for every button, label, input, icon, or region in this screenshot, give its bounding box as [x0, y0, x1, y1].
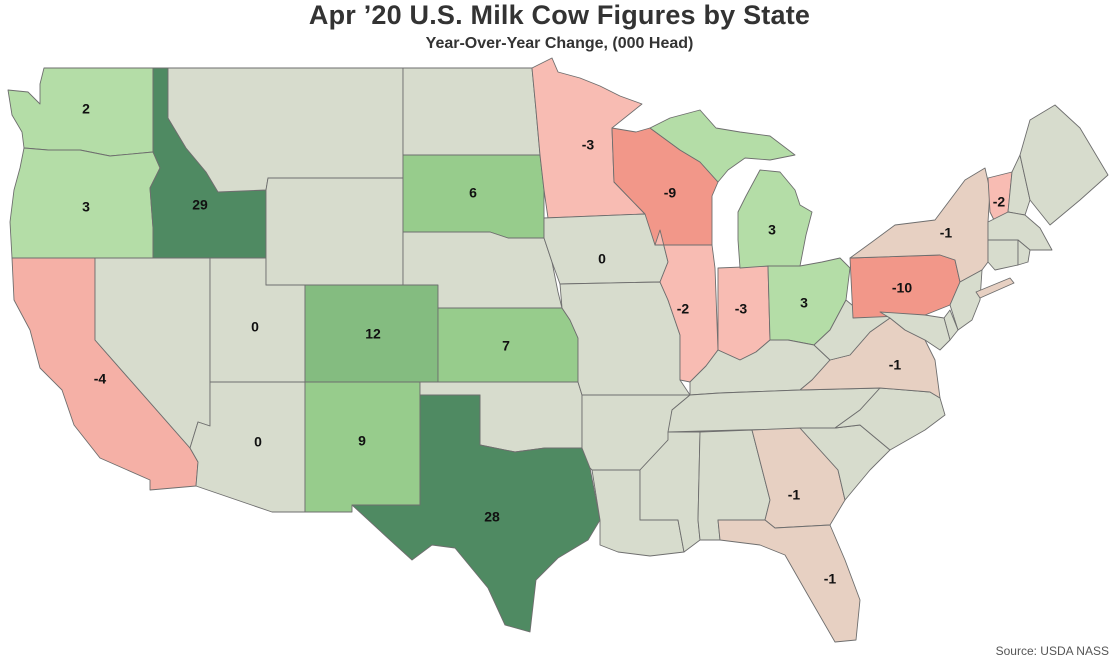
state-MD[interactable]	[879, 311, 951, 351]
label-FL: -1	[824, 571, 837, 587]
label-IA: 0	[598, 251, 606, 267]
label-WA: 2	[82, 101, 90, 117]
label-CA: -4	[94, 371, 107, 387]
state-value-labels: 2 3 -4 29 0 0 12 9 6 7 28 -3 0 -9 -2 -3 …	[82, 101, 1005, 587]
label-IL: -2	[677, 301, 690, 317]
state-FL[interactable]	[717, 519, 861, 643]
label-VT: -2	[993, 194, 1006, 210]
map-title: Apr ’20 U.S. Milk Cow Figures by State	[308, 0, 811, 30]
source-note: Source: USDA NASS	[995, 644, 1109, 658]
state-WY[interactable]	[265, 177, 404, 286]
state-MI-UP[interactable]	[649, 109, 796, 183]
map-subtitle: Year-Over-Year Change, (000 Head)	[425, 35, 694, 52]
label-OR: 3	[82, 199, 90, 215]
label-ID: 29	[192, 197, 208, 213]
state-RI[interactable]	[1017, 239, 1031, 266]
state-NE[interactable]	[402, 231, 563, 309]
label-NM: 9	[358, 433, 366, 449]
long-island-shape	[975, 277, 1015, 299]
label-UT: 0	[251, 319, 259, 335]
label-MN: -3	[582, 137, 595, 153]
state-WA[interactable]	[7, 67, 154, 157]
label-WI: -9	[664, 185, 677, 201]
state-TX[interactable]	[351, 394, 601, 633]
label-NY: -1	[940, 225, 953, 241]
label-PA: -10	[892, 280, 912, 296]
label-CO: 12	[365, 326, 381, 342]
label-TX: 28	[484, 509, 500, 525]
state-CT[interactable]	[987, 239, 1019, 271]
label-SD: 6	[469, 185, 477, 201]
state-NH[interactable]	[1007, 154, 1031, 216]
label-GA: -1	[788, 487, 801, 503]
state-IL[interactable]	[654, 229, 719, 383]
state-NJ[interactable]	[949, 269, 983, 331]
label-AZ: 0	[254, 434, 262, 450]
state-NC[interactable]	[834, 387, 946, 451]
label-OH: 3	[800, 295, 808, 311]
state-ND[interactable]	[402, 67, 541, 156]
label-IN: -3	[735, 301, 748, 317]
state-ME[interactable]	[1019, 104, 1109, 226]
label-KS: 7	[502, 338, 510, 354]
label-VA: -1	[889, 357, 902, 373]
label-MI: 3	[768, 222, 776, 238]
state-MI[interactable]	[737, 169, 813, 269]
state-shapes	[7, 57, 1109, 643]
